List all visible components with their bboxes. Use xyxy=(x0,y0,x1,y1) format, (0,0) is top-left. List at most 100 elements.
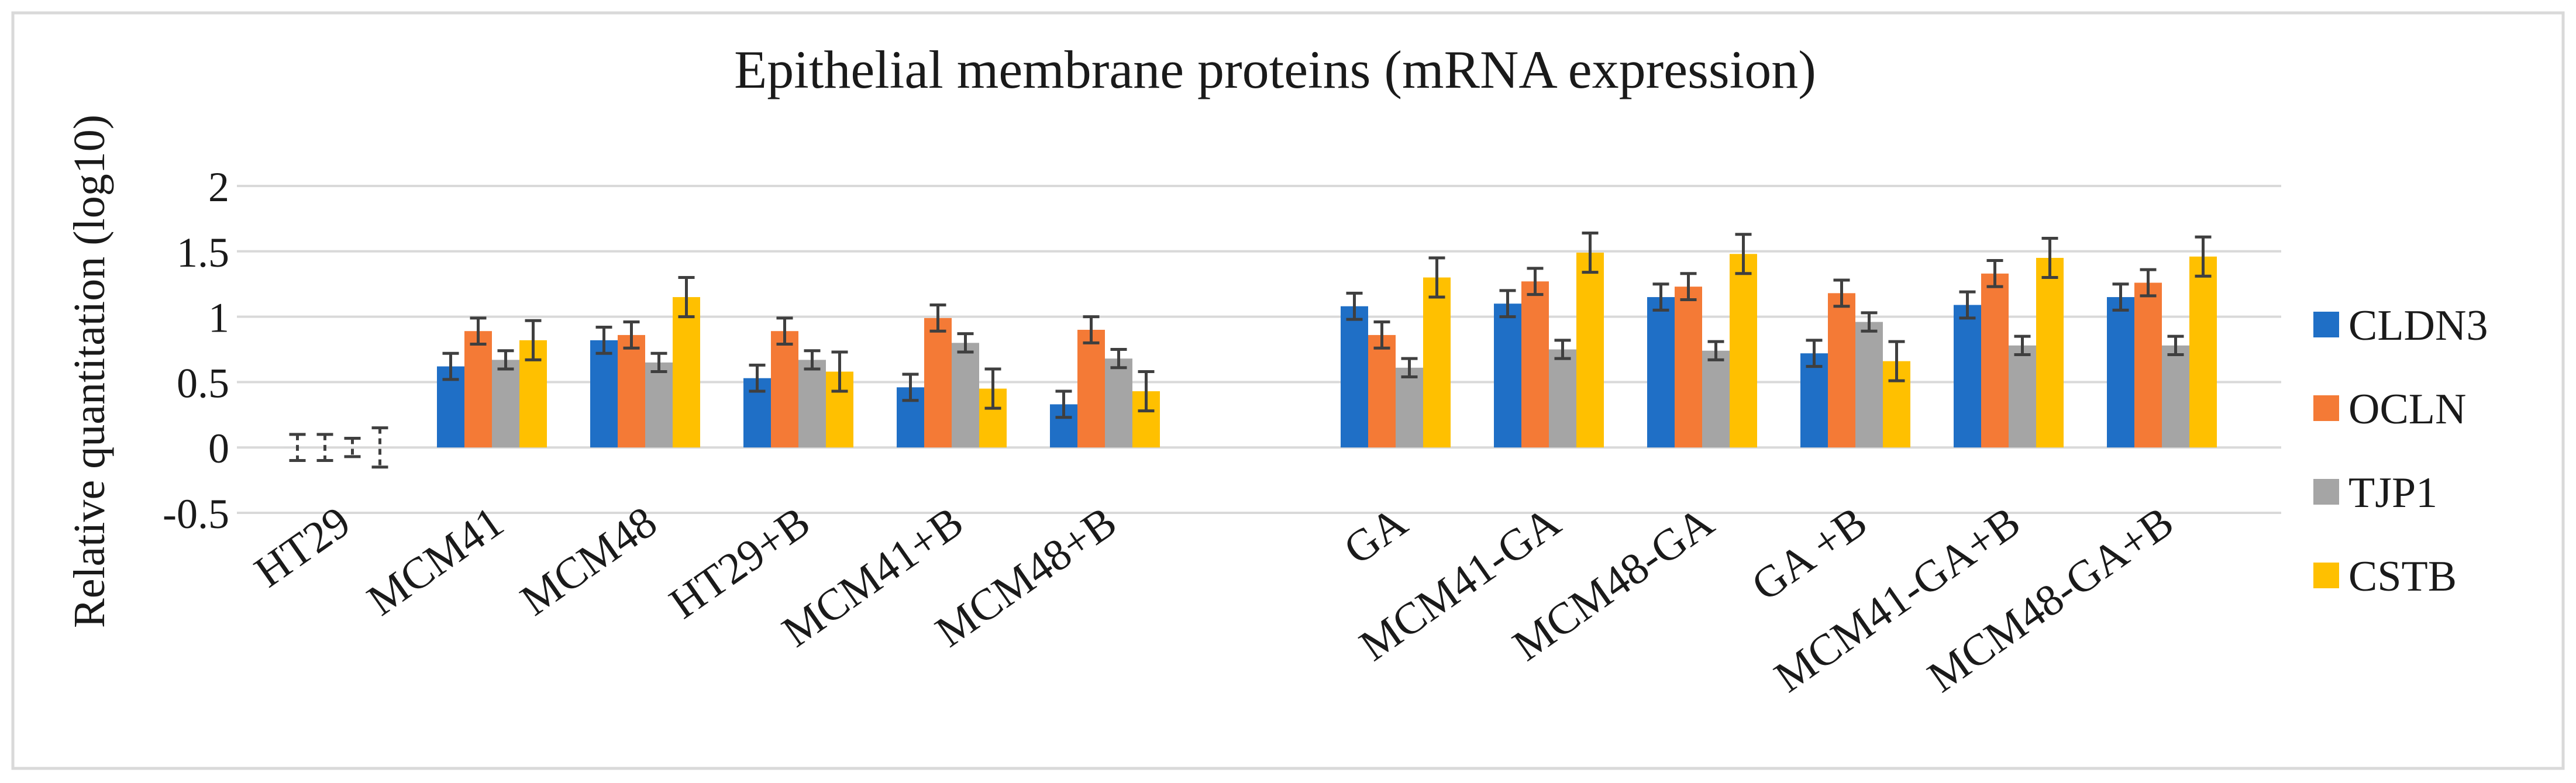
bar-cstb xyxy=(673,297,700,448)
error-bar-tjp1 xyxy=(1707,340,1724,361)
bar-ocln xyxy=(2134,282,2162,448)
error-bar-cldn3 xyxy=(749,363,766,393)
bar-cldn3 xyxy=(1494,303,1521,448)
error-bar-ocln xyxy=(1680,272,1697,302)
legend: CLDN3 OCLN TJP1 CSTB xyxy=(2313,302,2488,601)
legend-item-ocln: OCLN xyxy=(2313,385,2466,433)
error-bar-ocln xyxy=(1986,258,2003,288)
error-bar-tjp1 xyxy=(344,437,361,458)
legend-label: CLDN3 xyxy=(2348,302,2488,350)
bar-ocln xyxy=(464,331,492,448)
error-bar-cstb xyxy=(831,350,848,393)
error-bar-cldn3 xyxy=(1959,290,1976,320)
error-bar-ocln xyxy=(1083,315,1100,344)
bar-tjp1 xyxy=(1855,322,1883,448)
error-bar-tjp1 xyxy=(650,351,667,374)
legend-item-tjp1: TJP1 xyxy=(2313,469,2437,517)
error-bar-tjp1 xyxy=(957,332,974,354)
chart-title: Epithelial membrane proteins (mRNA expre… xyxy=(734,40,1816,99)
bar-tjp1 xyxy=(492,360,519,448)
error-bar-cstb xyxy=(984,367,1001,410)
error-bar-ocln xyxy=(1373,320,1390,350)
legend-swatch xyxy=(2313,563,2339,588)
error-bar-ocln xyxy=(2140,268,2157,298)
y-tick-label: 0.5 xyxy=(177,360,229,406)
legend-swatch xyxy=(2313,479,2339,505)
error-bar-cldn3 xyxy=(1346,291,1363,321)
bar-cldn3 xyxy=(1954,305,1981,448)
error-bar-ocln xyxy=(776,316,793,346)
error-bar-cstb xyxy=(1428,256,1445,299)
error-bar-cldn3 xyxy=(1806,339,1823,368)
bar-cstb xyxy=(1576,253,1604,448)
legend-label: OCLN xyxy=(2348,385,2466,433)
error-bar-tjp1 xyxy=(497,349,514,371)
bar-tjp1 xyxy=(952,343,979,448)
error-bar-cstb xyxy=(2041,236,2058,280)
bar-cstb xyxy=(2189,256,2217,448)
y-tick-label: -0.5 xyxy=(163,491,229,537)
error-bars xyxy=(289,231,2212,469)
error-bar-ocln xyxy=(929,303,946,333)
bar-tjp1 xyxy=(1549,349,1576,448)
bar-ocln xyxy=(924,318,952,448)
y-tick-label: 2 xyxy=(208,164,229,211)
bar-cstb xyxy=(2036,257,2064,448)
legend-swatch xyxy=(2313,312,2339,337)
legend-label: CSTB xyxy=(2348,553,2457,601)
bar-marks xyxy=(284,253,2217,448)
error-bar-tjp1 xyxy=(804,349,821,371)
error-bar-cldn3 xyxy=(1055,389,1072,419)
legend-item-cstb: CSTB xyxy=(2313,553,2457,601)
error-bar-tjp1 xyxy=(1110,348,1127,370)
bar-ocln xyxy=(771,331,798,448)
bar-ocln xyxy=(1077,329,1105,448)
bar-tjp1 xyxy=(798,360,826,448)
bar-ocln xyxy=(1828,293,1855,448)
y-tick-label: 0 xyxy=(208,425,229,472)
y-axis-title: Relative quantitation (log10) xyxy=(65,115,114,628)
bar-cldn3 xyxy=(1647,297,1675,448)
bar-cstb xyxy=(1423,277,1451,448)
bar-tjp1 xyxy=(1396,367,1423,448)
bar-cstb xyxy=(1730,254,1757,448)
y-tick-label: 1 xyxy=(208,295,229,342)
error-bar-cldn3 xyxy=(1499,289,1516,319)
legend-item-cldn3: CLDN3 xyxy=(2313,302,2488,350)
gridlines xyxy=(237,185,2281,514)
legend-label: TJP1 xyxy=(2348,469,2437,517)
error-bar-cldn3 xyxy=(595,325,612,355)
error-bar-cldn3 xyxy=(442,351,459,381)
bar-ocln xyxy=(1521,281,1549,448)
error-bar-cstb xyxy=(525,319,542,361)
bar-cldn3 xyxy=(2107,297,2134,448)
bar-ocln xyxy=(1981,273,2009,448)
error-bar-tjp1 xyxy=(1401,357,1418,378)
error-bar-cstb xyxy=(1582,231,1599,274)
bar-tjp1 xyxy=(2009,345,2036,448)
bar-ocln xyxy=(1675,287,1702,448)
error-bar-tjp1 xyxy=(1554,339,1571,360)
error-bar-ocln xyxy=(316,433,333,463)
error-bar-cstb xyxy=(678,276,695,319)
error-bar-cldn3 xyxy=(902,372,919,402)
bar-tjp1 xyxy=(1702,350,1730,448)
error-bar-ocln xyxy=(470,316,487,346)
error-bar-tjp1 xyxy=(2167,334,2184,356)
error-bar-cstb xyxy=(1138,370,1155,413)
bar-cldn3 xyxy=(590,340,618,448)
error-bar-cstb xyxy=(1735,233,1752,275)
bar-cldn3 xyxy=(1800,353,1828,448)
legend-swatch xyxy=(2313,395,2339,421)
error-bar-ocln xyxy=(1833,278,1850,308)
bar-cldn3 xyxy=(1341,306,1368,448)
error-bar-ocln xyxy=(1527,267,1544,296)
error-bar-cldn3 xyxy=(289,433,306,463)
bar-tjp1 xyxy=(1105,358,1132,448)
error-bar-cstb xyxy=(371,426,388,469)
error-bar-cldn3 xyxy=(1652,282,1669,312)
bar-tjp1 xyxy=(2162,345,2189,448)
error-bar-cldn3 xyxy=(2112,282,2129,312)
